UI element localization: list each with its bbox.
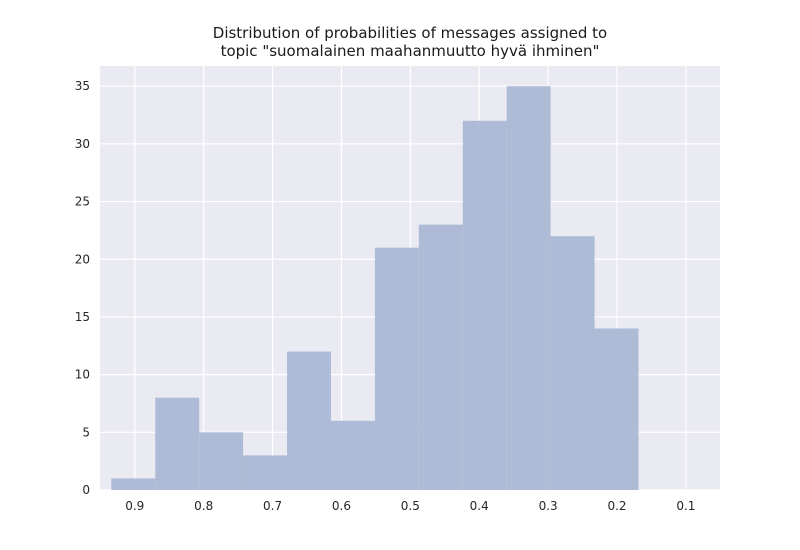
histogram-bars bbox=[111, 86, 639, 490]
histogram-bar bbox=[506, 86, 551, 490]
y-axis-ticks: 0 5 10 15 20 25 30 35 bbox=[75, 79, 90, 497]
x-axis-ticks: 0.9 0.8 0.7 0.6 0.5 0.4 0.3 0.2 0.1 bbox=[125, 499, 695, 513]
x-tick-label: 0.8 bbox=[194, 499, 213, 513]
y-tick-label: 0 bbox=[82, 483, 90, 497]
histogram-bar bbox=[594, 328, 639, 490]
histogram-bar bbox=[418, 224, 463, 490]
x-tick-label: 0.1 bbox=[676, 499, 695, 513]
y-tick-label: 30 bbox=[75, 137, 90, 151]
histogram-bar bbox=[374, 247, 419, 490]
histogram-bar bbox=[287, 351, 331, 490]
y-tick-label: 10 bbox=[75, 368, 90, 382]
y-tick-label: 35 bbox=[75, 79, 90, 93]
histogram-bar bbox=[155, 397, 200, 490]
chart-title: Distribution of probabilities of message… bbox=[0, 24, 800, 60]
chart-title-line-2: topic "suomalainen maahanmuutto hyvä ihm… bbox=[220, 42, 600, 60]
histogram-bar bbox=[111, 478, 156, 490]
histogram-bar bbox=[330, 420, 375, 490]
y-tick-label: 20 bbox=[75, 252, 90, 266]
x-tick-label: 0.6 bbox=[332, 499, 351, 513]
y-tick-label: 25 bbox=[75, 195, 90, 209]
x-tick-label: 0.7 bbox=[263, 499, 282, 513]
x-tick-label: 0.5 bbox=[401, 499, 420, 513]
histogram-bar bbox=[550, 236, 595, 490]
histogram-bar bbox=[243, 455, 288, 490]
x-tick-label: 0.2 bbox=[607, 499, 626, 513]
x-tick-label: 0.4 bbox=[470, 499, 489, 513]
x-tick-label: 0.9 bbox=[125, 499, 144, 513]
chart-title-line-1: Distribution of probabilities of message… bbox=[212, 24, 608, 42]
y-tick-label: 15 bbox=[75, 310, 90, 324]
histogram-bar bbox=[199, 432, 244, 490]
y-tick-label: 5 bbox=[82, 425, 90, 439]
histogram-bar bbox=[462, 120, 507, 490]
x-tick-label: 0.3 bbox=[539, 499, 558, 513]
